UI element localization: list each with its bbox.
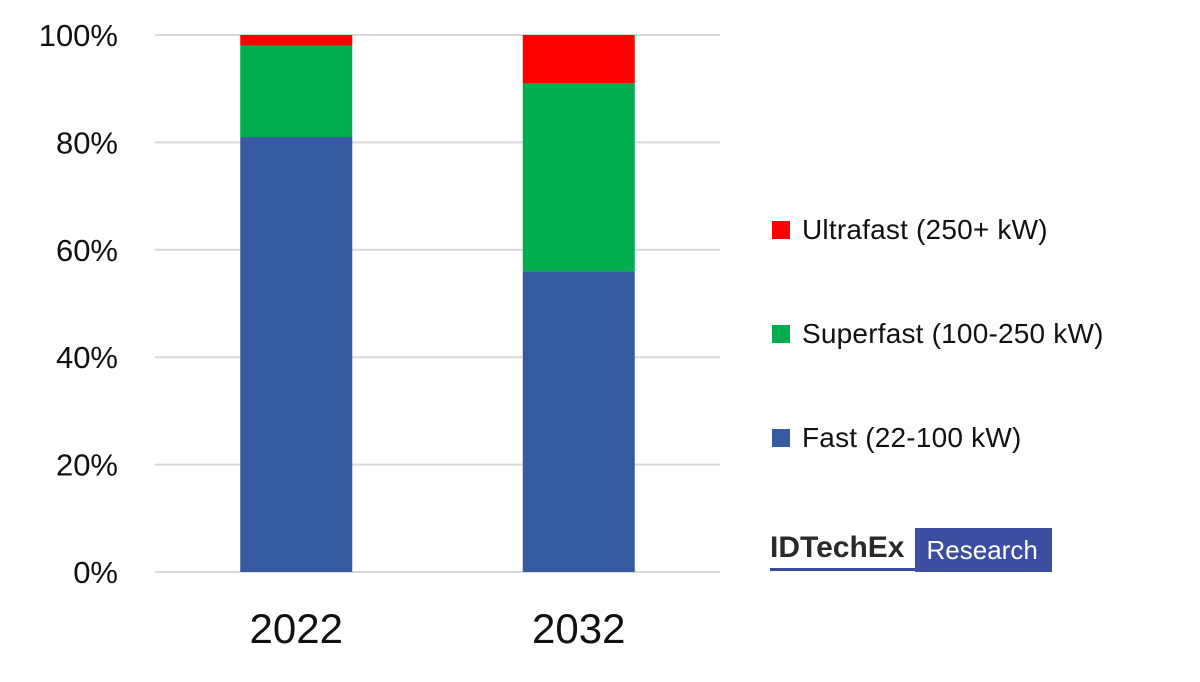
y-tick-label-0: 0%	[73, 555, 118, 590]
bar-2032-ultrafast	[522, 35, 635, 84]
y-tick-label-40: 40%	[56, 340, 118, 375]
y-tick-label-60: 60%	[56, 233, 118, 268]
legend-swatch-ultrafast	[772, 221, 790, 239]
legend-swatch-superfast	[772, 325, 790, 343]
legend-swatch-fast	[772, 429, 790, 447]
bar-2022-fast	[240, 137, 353, 572]
bar-2022-superfast	[240, 45, 353, 138]
brand-name: IDTechEx	[770, 528, 915, 571]
gridlines	[155, 34, 720, 573]
bar-2032-superfast	[522, 83, 635, 272]
legend-item-fast: Fast (22-100 kW)	[772, 420, 1104, 456]
bar-2032-fast	[522, 271, 635, 572]
legend-label-ultrafast: Ultrafast (250+ kW)	[802, 214, 1048, 245]
x-tick-label-2032: 2032	[532, 605, 625, 652]
y-axis-ticks: 0% 20% 40% 60% 80% 100%	[39, 18, 118, 590]
y-tick-label-100: 100%	[39, 18, 118, 53]
y-tick-label-20: 20%	[56, 448, 118, 483]
x-tick-label-2022: 2022	[250, 605, 343, 652]
legend-label-fast: Fast (22-100 kW)	[802, 422, 1022, 453]
x-axis-ticks: 2022 2032	[250, 605, 626, 652]
idtechex-research-logo: IDTechEx Research	[770, 528, 1052, 572]
bar-2022-ultrafast	[240, 35, 353, 46]
bars	[240, 35, 635, 572]
y-tick-label-80: 80%	[56, 125, 118, 160]
legend: Ultrafast (250+ kW) Superfast (100-250 k…	[772, 212, 1104, 524]
legend-item-ultrafast: Ultrafast (250+ kW)	[772, 212, 1104, 248]
legend-label-superfast: Superfast (100-250 kW)	[802, 318, 1104, 349]
legend-item-superfast: Superfast (100-250 kW)	[772, 316, 1104, 352]
brand-tag: Research	[914, 528, 1052, 572]
